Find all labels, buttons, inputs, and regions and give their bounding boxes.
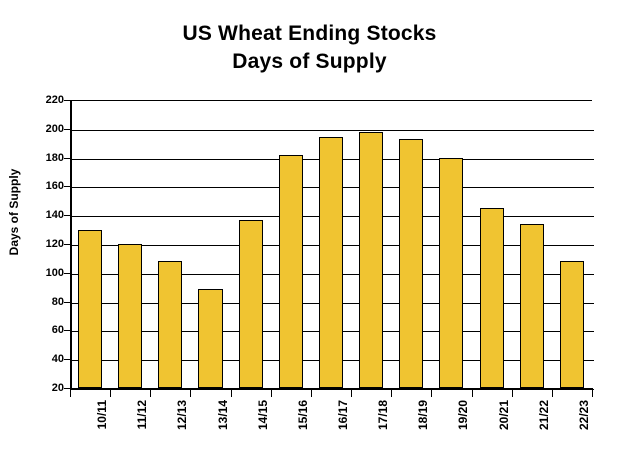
- y-tick-mark: [64, 359, 70, 361]
- x-tick-mark: [270, 388, 272, 397]
- y-tick-mark: [64, 157, 70, 159]
- y-tick-label: 60: [51, 324, 64, 337]
- x-tick-mark: [391, 388, 393, 397]
- chart-title-line-2: Days of Supply: [232, 50, 387, 73]
- y-tick-mark: [64, 388, 70, 389]
- x-tick-label: 14/15: [255, 400, 270, 431]
- bar: [479, 208, 504, 388]
- y-tick-mark: [64, 244, 70, 245]
- x-tick-label: 22/23: [576, 400, 591, 431]
- y-tick-mark: [64, 215, 70, 217]
- x-tick-label: 19/20: [456, 400, 471, 431]
- bar: [439, 157, 464, 388]
- x-tick-mark: [230, 388, 232, 397]
- x-tick-label: 11/12: [135, 400, 150, 430]
- x-axis-ticks: [70, 388, 593, 398]
- x-tick-mark: [471, 388, 473, 397]
- bar: [198, 288, 223, 388]
- y-tick-mark: [64, 301, 70, 303]
- x-tick-mark: [190, 388, 192, 397]
- y-tick-label: 180: [45, 151, 64, 164]
- bar: [559, 261, 584, 388]
- y-tick-label: 40: [51, 353, 64, 366]
- y-axis-ticks: 220 200 180 160 140 120 100 80 60 40 20: [0, 0, 70, 449]
- x-tick-mark: [351, 388, 353, 397]
- bar: [78, 229, 103, 388]
- y-tick-label: 200: [45, 122, 64, 135]
- bar-series: [70, 100, 592, 388]
- x-tick-label: 18/19: [416, 400, 431, 431]
- x-tick-label: 20/21: [496, 400, 511, 431]
- x-tick-label: 21/22: [536, 400, 551, 431]
- x-tick-label: 13/14: [215, 400, 230, 431]
- x-tick-label: 16/17: [336, 400, 350, 431]
- y-tick-label: 220: [45, 94, 64, 106]
- x-tick-mark: [511, 388, 513, 397]
- x-tick-mark: [310, 388, 312, 397]
- bar: [399, 138, 424, 388]
- x-tick-mark: [70, 388, 71, 397]
- x-tick-label: 10/11: [95, 400, 110, 430]
- y-tick-mark: [64, 330, 70, 332]
- y-tick-label: 140: [45, 209, 64, 222]
- x-axis-labels: 10/11 11/12 12/13 13/14 14/15 15/16 16/17 17/18…: [70, 388, 592, 449]
- y-tick-label: 20: [51, 382, 64, 394]
- y-tick-label: 80: [51, 295, 64, 308]
- x-tick-label: 12/13: [175, 400, 190, 431]
- bar: [519, 223, 544, 388]
- x-axis-line: [70, 388, 592, 390]
- y-tick-mark: [64, 128, 70, 130]
- x-tick-mark: [110, 388, 112, 397]
- x-tick-mark: [592, 388, 593, 397]
- page-title: US Wheat Ending Stocks Days of Supply: [0, 20, 619, 76]
- y-tick-label: 120: [45, 238, 64, 250]
- y-tick-mark: [64, 272, 70, 274]
- y-tick-mark: [64, 100, 70, 101]
- x-tick-label: 17/18: [376, 400, 391, 431]
- x-tick-mark: [431, 388, 433, 397]
- y-tick-label: 160: [45, 180, 64, 193]
- bar: [118, 244, 143, 388]
- chart-title-line-1: US Wheat Ending Stocks: [182, 22, 437, 45]
- gridline: [72, 129, 594, 131]
- bar: [359, 131, 384, 388]
- bar: [238, 219, 263, 388]
- y-tick-mark: [64, 186, 70, 188]
- x-tick-mark: [150, 388, 152, 397]
- x-tick-label: 15/16: [295, 400, 310, 431]
- x-tick-mark: [551, 388, 553, 397]
- bar: [318, 137, 344, 388]
- bar: [278, 154, 303, 388]
- y-tick-label: 100: [45, 266, 64, 279]
- bar: [158, 261, 183, 388]
